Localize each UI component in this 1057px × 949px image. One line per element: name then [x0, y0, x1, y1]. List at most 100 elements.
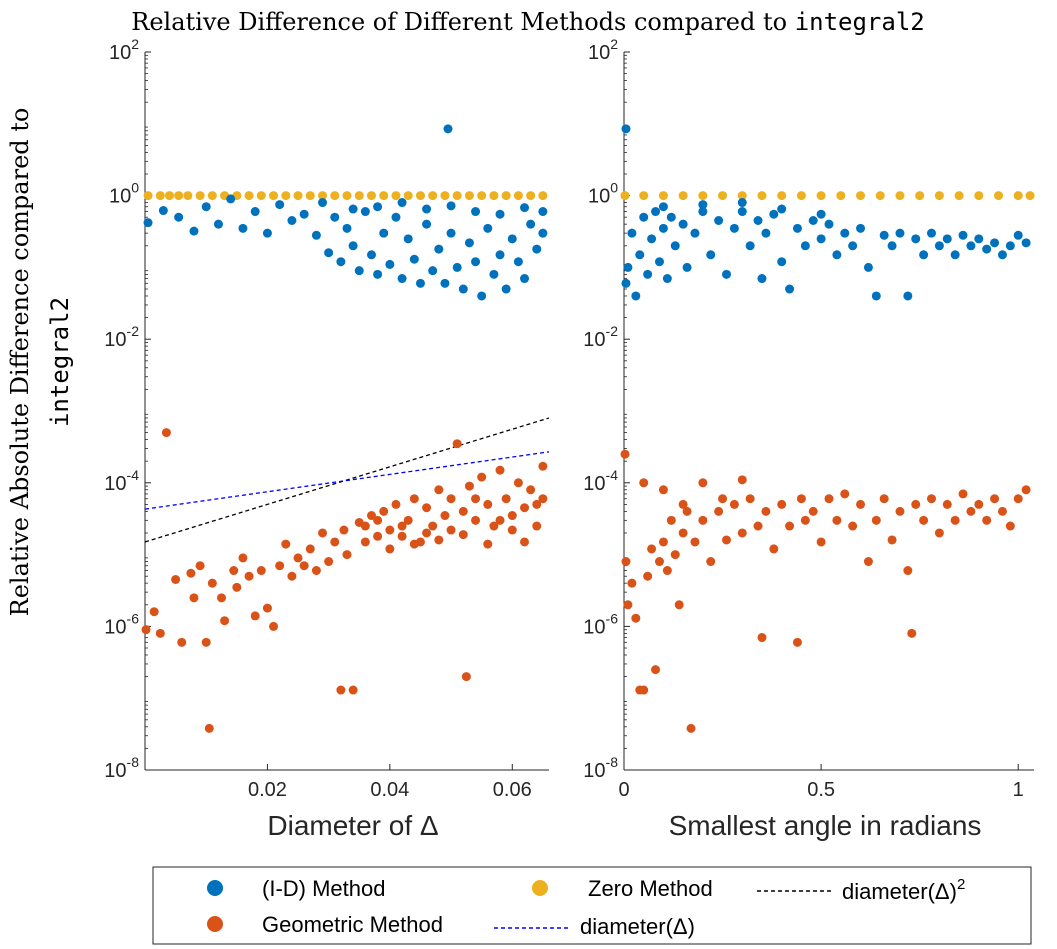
point-id [415, 278, 425, 288]
point-geo [796, 494, 806, 504]
point-geo [848, 521, 858, 531]
point-id [238, 223, 248, 233]
point-zero [256, 191, 266, 201]
point-geo [639, 478, 649, 488]
point-id [990, 238, 1000, 248]
point-id [919, 250, 929, 260]
point-zero [155, 191, 165, 201]
point-geo [1013, 494, 1023, 504]
point-id [422, 219, 432, 229]
point-id [808, 215, 818, 225]
point-id [966, 241, 976, 251]
point-zero [452, 191, 462, 201]
point-geo [318, 528, 328, 538]
point-id [777, 257, 787, 267]
point-id [942, 234, 952, 244]
point-id [777, 204, 787, 214]
point-zero [875, 191, 885, 201]
point-geo [281, 539, 291, 549]
point-zero [143, 191, 153, 201]
point-id [639, 212, 649, 222]
point-id [627, 228, 637, 238]
point-id [658, 202, 668, 212]
y-axis-label-code-group: integral2 [46, 297, 74, 427]
point-zero [856, 191, 866, 201]
point-id [824, 219, 834, 229]
point-id [635, 250, 645, 260]
point-geo [895, 506, 905, 516]
point-geo [674, 600, 684, 610]
legend-diam-label: diameter(Δ) [580, 914, 695, 939]
legend: (I-D) Method Zero Method diameter(Δ)2 Ge… [152, 866, 1032, 945]
point-geo [293, 553, 303, 563]
point-id [658, 223, 668, 233]
point-geo [403, 515, 413, 525]
y-tick-exp: -8 [606, 754, 619, 770]
point-geo [250, 611, 260, 621]
point-geo [903, 566, 913, 576]
y-tick-base: 10 [109, 42, 131, 64]
point-geo [745, 494, 755, 504]
point-geo [520, 503, 530, 513]
point-zero [1025, 191, 1035, 201]
point-id [871, 291, 881, 301]
point-geo [189, 593, 199, 603]
point-geo [461, 672, 471, 682]
point-geo [643, 571, 653, 581]
point-zero [777, 191, 787, 201]
point-id [354, 266, 364, 276]
point-geo [360, 521, 370, 531]
point-id [911, 234, 921, 244]
point-geo [336, 685, 346, 695]
point-geo [397, 521, 407, 531]
point-geo [311, 566, 321, 576]
y-tick-label: 10-8 [104, 754, 139, 782]
point-geo [373, 531, 383, 541]
point-id [495, 250, 505, 260]
point-id [538, 207, 548, 217]
point-id [792, 223, 802, 233]
point-geo [391, 499, 401, 509]
point-id [879, 230, 889, 240]
point-geo [1005, 521, 1015, 531]
y-tick-label: 10-4 [583, 467, 618, 495]
point-id [250, 207, 260, 217]
point-id [950, 250, 960, 260]
y-tick-exp: -2 [606, 323, 619, 339]
point-geo [434, 535, 444, 545]
point-geo [513, 478, 523, 488]
y-tick-label: 102 [588, 36, 618, 64]
point-geo [670, 550, 680, 560]
point-geo [287, 571, 297, 581]
point-zero [678, 191, 688, 201]
y-tick-exp: -6 [606, 610, 619, 626]
y-tick-base: 10 [104, 329, 126, 351]
point-id [226, 194, 236, 204]
point-id [682, 262, 692, 272]
point-geo [840, 489, 850, 499]
point-id [745, 241, 755, 251]
point-geo [458, 506, 468, 516]
x-tick-label: 0.06 [493, 779, 532, 801]
point-geo [785, 521, 795, 531]
point-geo [666, 515, 676, 525]
point-id [982, 244, 992, 254]
point-id [422, 204, 432, 214]
point-id [391, 212, 401, 222]
point-geo [927, 494, 936, 504]
point-id [520, 274, 530, 284]
point-geo [428, 521, 438, 531]
point-zero [391, 191, 401, 201]
point-geo [718, 494, 728, 504]
y-tick-exp: 0 [610, 180, 618, 196]
point-id [863, 262, 873, 272]
point-id [785, 284, 795, 294]
point-id [997, 250, 1007, 260]
point-geo [690, 537, 700, 547]
point-geo [526, 485, 536, 495]
point-id [761, 228, 771, 238]
y-tick-base: 10 [583, 616, 605, 638]
point-id [737, 207, 747, 217]
